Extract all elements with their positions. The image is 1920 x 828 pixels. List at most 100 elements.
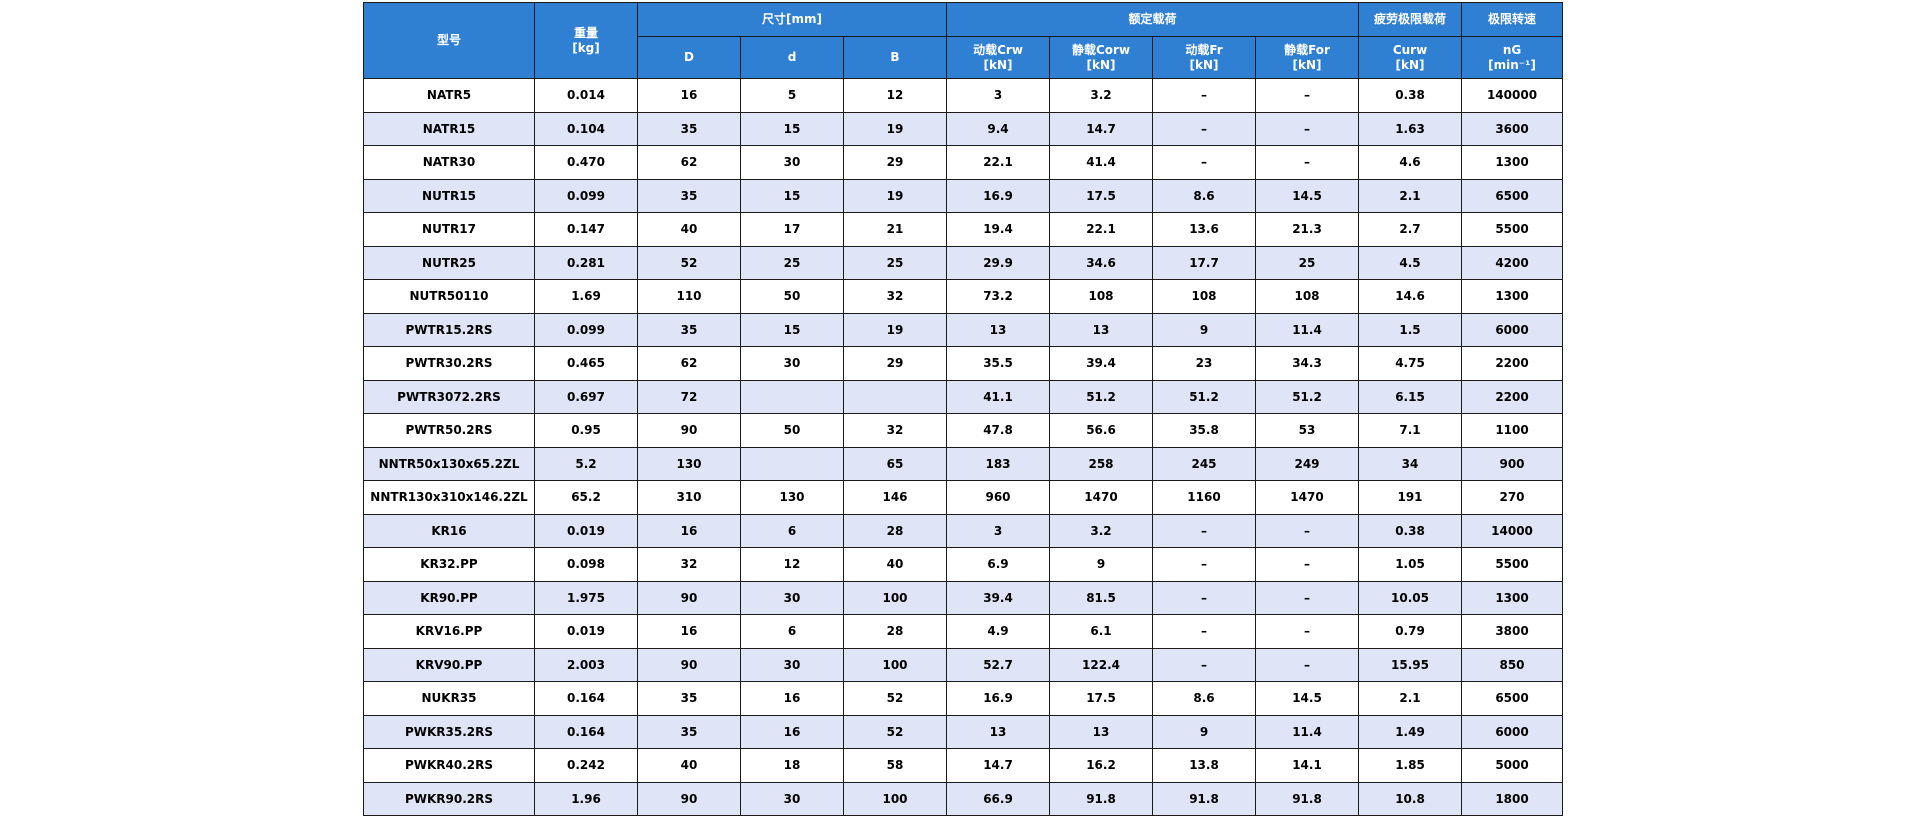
- cell-dim-B: 29: [843, 145, 947, 180]
- cell-curw: 10.05: [1358, 580, 1463, 615]
- cell-static-corw: 13: [1049, 312, 1153, 347]
- cell-weight: 0.697: [534, 379, 638, 414]
- cell-static-for: –: [1254, 647, 1360, 682]
- cell-dynamic-fr: 91.8: [1152, 781, 1256, 816]
- cell-dynamic-fr: 35.8: [1152, 413, 1256, 448]
- cell-dynamic-crw: 6.9: [946, 547, 1050, 582]
- cell-weight: 0.164: [534, 681, 638, 716]
- cell-static-corw: 13: [1049, 714, 1153, 749]
- header-dynamic-crw: 动载Crw [kN]: [946, 36, 1050, 79]
- table-row: NATR30 0.470 62 30 29 22.1 41.4– –4.6 1300: [363, 145, 1564, 180]
- table-row: PWTR15.2RS 0.099 35 15 19 13 13 9 11.4 1.5 6000: [363, 312, 1564, 347]
- header-d: d: [740, 36, 844, 79]
- header-dynamic-fr: 动载Fr [kN]: [1152, 36, 1256, 79]
- cell-static-for: 14.1: [1254, 748, 1360, 783]
- header-B: B: [843, 36, 947, 79]
- cell-speed-ng: 5000: [1461, 748, 1564, 783]
- cell-static-for: –: [1254, 547, 1360, 582]
- cell-dim-d: 50: [740, 279, 844, 314]
- header-ng-label: nG: [1502, 42, 1522, 57]
- cell-speed-ng: 6000: [1461, 714, 1564, 749]
- cell-dim-B: 21: [843, 212, 947, 247]
- cell-static-for: 34.3: [1254, 346, 1360, 381]
- header-speed-limit: 极限转速: [1461, 2, 1564, 37]
- table-row: KRV16.PP 0.019 16 6 28 4.9 6.1– –0.79 3800: [363, 614, 1564, 649]
- cell-static-for: 51.2: [1254, 379, 1360, 414]
- cell-dynamic-fr: 17.7: [1152, 245, 1256, 280]
- header-static-for-unit: [kN]: [1292, 57, 1322, 72]
- cell-dim-d: 15: [740, 178, 844, 213]
- cell-dim-d: 6: [740, 614, 844, 649]
- cell-dim-d: 30: [740, 580, 844, 615]
- cell-speed-ng: 1100: [1461, 413, 1564, 448]
- cell-dim-d: [740, 446, 844, 481]
- cell-curw: 1.5: [1358, 312, 1463, 347]
- table-row: NATR15 0.104 35 15 19 9.4 14.7– –1.63 3600: [363, 111, 1564, 146]
- cell-static-corw: 17.5: [1049, 178, 1153, 213]
- cell-dynamic-crw: 47.8: [946, 413, 1050, 448]
- cell-model: NNTR50x130x65.2ZL: [363, 446, 535, 481]
- cell-weight: 0.242: [534, 748, 638, 783]
- cell-curw: 10.8: [1358, 781, 1463, 816]
- cell-speed-ng: 6500: [1461, 178, 1564, 213]
- cell-static-corw: 51.2: [1049, 379, 1153, 414]
- cell-dim-D: 52: [637, 245, 741, 280]
- header-curw-label: Curw: [1392, 42, 1428, 57]
- cell-curw: 2.7: [1358, 212, 1463, 247]
- cell-dim-D: 90: [637, 580, 741, 615]
- cell-weight: 0.014: [534, 78, 638, 113]
- cell-weight: 0.104: [534, 111, 638, 146]
- header-weight-unit: [kg]: [572, 40, 600, 55]
- cell-dim-B: 100: [843, 647, 947, 682]
- cell-speed-ng: 6000: [1461, 312, 1564, 347]
- cell-dim-B: 52: [843, 681, 947, 716]
- cell-dim-D: 40: [637, 212, 741, 247]
- cell-model: NUTR25: [363, 245, 535, 280]
- cell-curw: 1.05: [1358, 547, 1463, 582]
- header-weight: 重量 [kg]: [534, 2, 638, 79]
- header-static-corw-label: 静载Corw: [1071, 42, 1131, 57]
- cell-dim-D: 310: [637, 480, 741, 515]
- cell-weight: 0.019: [534, 513, 638, 548]
- cell-dim-B: 29: [843, 346, 947, 381]
- table-body: NATR5 0.014 16 5 12 3 3.2– –0.38 140000 NATR15 0.1…: [363, 78, 1564, 816]
- table-row: KR90.PP 1.975 90 30 100 39.4 81.5– –10.05 1300: [363, 580, 1564, 615]
- cell-dynamic-fr: –: [1152, 78, 1256, 113]
- table-row: NUTR15 0.099 35 15 19 16.9 17.5 8.6 14.5 2.1 6500: [363, 178, 1564, 213]
- cell-weight: 0.281: [534, 245, 638, 280]
- cell-speed-ng: 1300: [1461, 580, 1564, 615]
- cell-dim-D: 90: [637, 413, 741, 448]
- cell-dim-d: 30: [740, 647, 844, 682]
- header-fatigue-limit: 疲劳极限载荷: [1358, 2, 1463, 37]
- cell-curw: 15.95: [1358, 647, 1463, 682]
- cell-speed-ng: 2200: [1461, 346, 1564, 381]
- header-curw-unit: [kN]: [1395, 57, 1425, 72]
- cell-curw: 6.15: [1358, 379, 1463, 414]
- cell-dynamic-fr: –: [1152, 111, 1256, 146]
- cell-model: KR90.PP: [363, 580, 535, 615]
- cell-curw: 191: [1358, 480, 1463, 515]
- cell-dynamic-fr: –: [1152, 580, 1256, 615]
- bearing-spec-table: 型号 重量 [kg] 尺寸[mm] 额定载荷 疲劳极限载荷 极限转速 D d B…: [363, 2, 1564, 816]
- cell-speed-ng: 1300: [1461, 145, 1564, 180]
- cell-model: KRV16.PP: [363, 614, 535, 649]
- header-static-corw: 静载Corw [kN]: [1049, 36, 1153, 79]
- cell-weight: 0.164: [534, 714, 638, 749]
- cell-dynamic-fr: 9: [1152, 714, 1256, 749]
- cell-curw: 2.1: [1358, 681, 1463, 716]
- cell-speed-ng: 14000: [1461, 513, 1564, 548]
- cell-dim-D: 62: [637, 346, 741, 381]
- cell-static-corw: 34.6: [1049, 245, 1153, 280]
- cell-dim-D: 35: [637, 111, 741, 146]
- cell-dim-B: 52: [843, 714, 947, 749]
- cell-dim-B: 28: [843, 513, 947, 548]
- cell-speed-ng: 140000: [1461, 78, 1564, 113]
- cell-static-for: 91.8: [1254, 781, 1360, 816]
- cell-dim-D: 35: [637, 714, 741, 749]
- table-row: PWTR30.2RS 0.465 62 30 29 35.5 39.4 23 34.3 4.75 2…: [363, 346, 1564, 381]
- cell-static-corw: 16.2: [1049, 748, 1153, 783]
- cell-static-for: –: [1254, 580, 1360, 615]
- cell-dynamic-crw: 66.9: [946, 781, 1050, 816]
- cell-dim-D: 40: [637, 748, 741, 783]
- header-weight-label: 重量: [573, 25, 598, 40]
